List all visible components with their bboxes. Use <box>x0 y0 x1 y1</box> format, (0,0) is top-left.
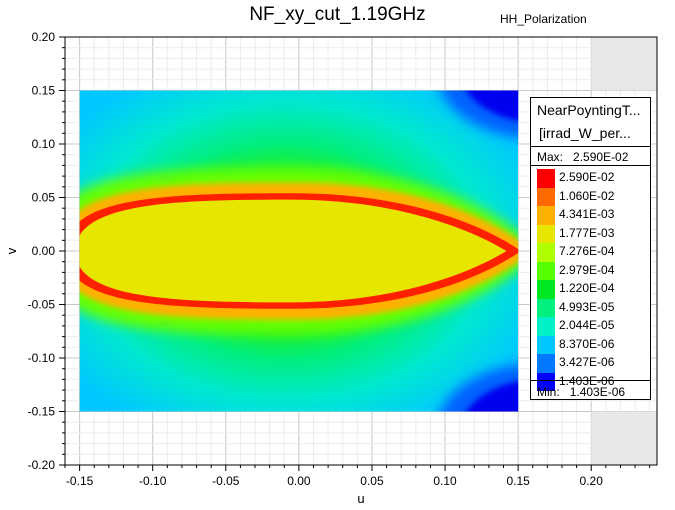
legend-divider <box>531 380 650 381</box>
legend-swatch <box>537 187 555 206</box>
y-tick-label: -0.10 <box>28 351 56 365</box>
legend-entry-label: 2.590E-02 <box>559 170 615 184</box>
legend-entry-label: 1.220E-04 <box>559 281 615 295</box>
field-map <box>79 90 519 412</box>
x-axis-ticks: -0.15 -0.10 -0.05 0.00 0.05 0.10 0.15 0.20 <box>64 465 651 488</box>
y-tick-label: 0.00 <box>32 244 56 258</box>
legend-max-value: 2.590E-02 <box>573 150 629 164</box>
x-tick-label: -0.05 <box>212 474 240 488</box>
legend-swatch <box>537 298 555 317</box>
y-tick-label: -0.20 <box>28 458 56 472</box>
x-tick-label: 0.20 <box>580 474 604 488</box>
y-axis-label: v <box>4 247 19 254</box>
x-tick-label: 0.15 <box>506 474 530 488</box>
out-of-range-region-bottom <box>591 411 657 465</box>
legend-entry-label: 8.370E-06 <box>559 336 615 351</box>
legend-swatch <box>537 224 555 243</box>
chart-subtitle: HH_Polarization <box>500 12 587 26</box>
legend-min: Min: 1.403E-06 <box>537 385 625 399</box>
chart-title: NF_xy_cut_1.19GHz <box>249 4 426 25</box>
legend-min-value: 1.403E-06 <box>569 385 626 399</box>
y-tick-label: 0.10 <box>32 137 56 151</box>
y-tick-label: -0.15 <box>28 405 56 419</box>
y-tick-label: 0.20 <box>32 30 56 44</box>
legend-swatch <box>537 372 555 391</box>
legend-entry-label: 4.341E-03 <box>559 207 615 221</box>
legend-swatch <box>537 280 555 299</box>
out-of-range-region-top <box>591 37 657 91</box>
legend-entry-label: 1.777E-03 <box>559 225 615 240</box>
legend-divider <box>531 146 650 147</box>
y-axis-ticks: 0.20 0.15 0.10 0.05 0.00 -0.05 -0.10 -0.15 -0.20 <box>28 30 65 472</box>
legend-swatch <box>537 169 555 188</box>
legend-entry-label: 7.276E-04 <box>559 244 615 258</box>
legend-entry-label: 3.427E-06 <box>559 355 615 369</box>
x-tick-label: 0.10 <box>433 474 457 488</box>
legend-swatch <box>537 317 555 336</box>
legend-entry-label: 4.993E-05 <box>559 299 615 314</box>
legend-min-label: Min: <box>537 385 560 399</box>
legend-title-line1: NearPoyntingT... <box>537 102 641 118</box>
legend-title-line2: [irrad_W_per... <box>539 125 631 141</box>
legend-divider <box>531 165 650 166</box>
legend-swatch <box>537 206 555 225</box>
legend-swatch <box>537 261 555 280</box>
legend-entry-label: 2.979E-04 <box>559 262 615 277</box>
x-axis-label: u <box>357 491 364 506</box>
y-tick-label: -0.05 <box>28 298 56 312</box>
legend-swatch <box>537 243 555 262</box>
y-tick-label: 0.05 <box>32 191 56 205</box>
legend-swatch <box>537 354 555 373</box>
legend-swatch <box>537 335 555 354</box>
x-tick-label: -0.15 <box>66 474 94 488</box>
inner-plateau <box>79 199 507 303</box>
x-tick-label: 0.00 <box>287 474 311 488</box>
x-tick-label: 0.05 <box>360 474 384 488</box>
legend-entry-label: 2.044E-05 <box>559 318 615 332</box>
legend-max: Max: 2.590E-02 <box>537 150 628 164</box>
legend-max-label: Max: <box>537 150 564 164</box>
y-tick-label: 0.15 <box>32 84 56 98</box>
corner-lobe-top-core <box>466 90 519 121</box>
legend-entry-label: 1.060E-02 <box>559 188 615 203</box>
x-tick-label: -0.10 <box>139 474 167 488</box>
corner-lobe-bottom-core <box>466 381 519 412</box>
color-legend[interactable]: NearPoyntingT... [irrad_W_per... Max: 2.… <box>530 97 651 400</box>
